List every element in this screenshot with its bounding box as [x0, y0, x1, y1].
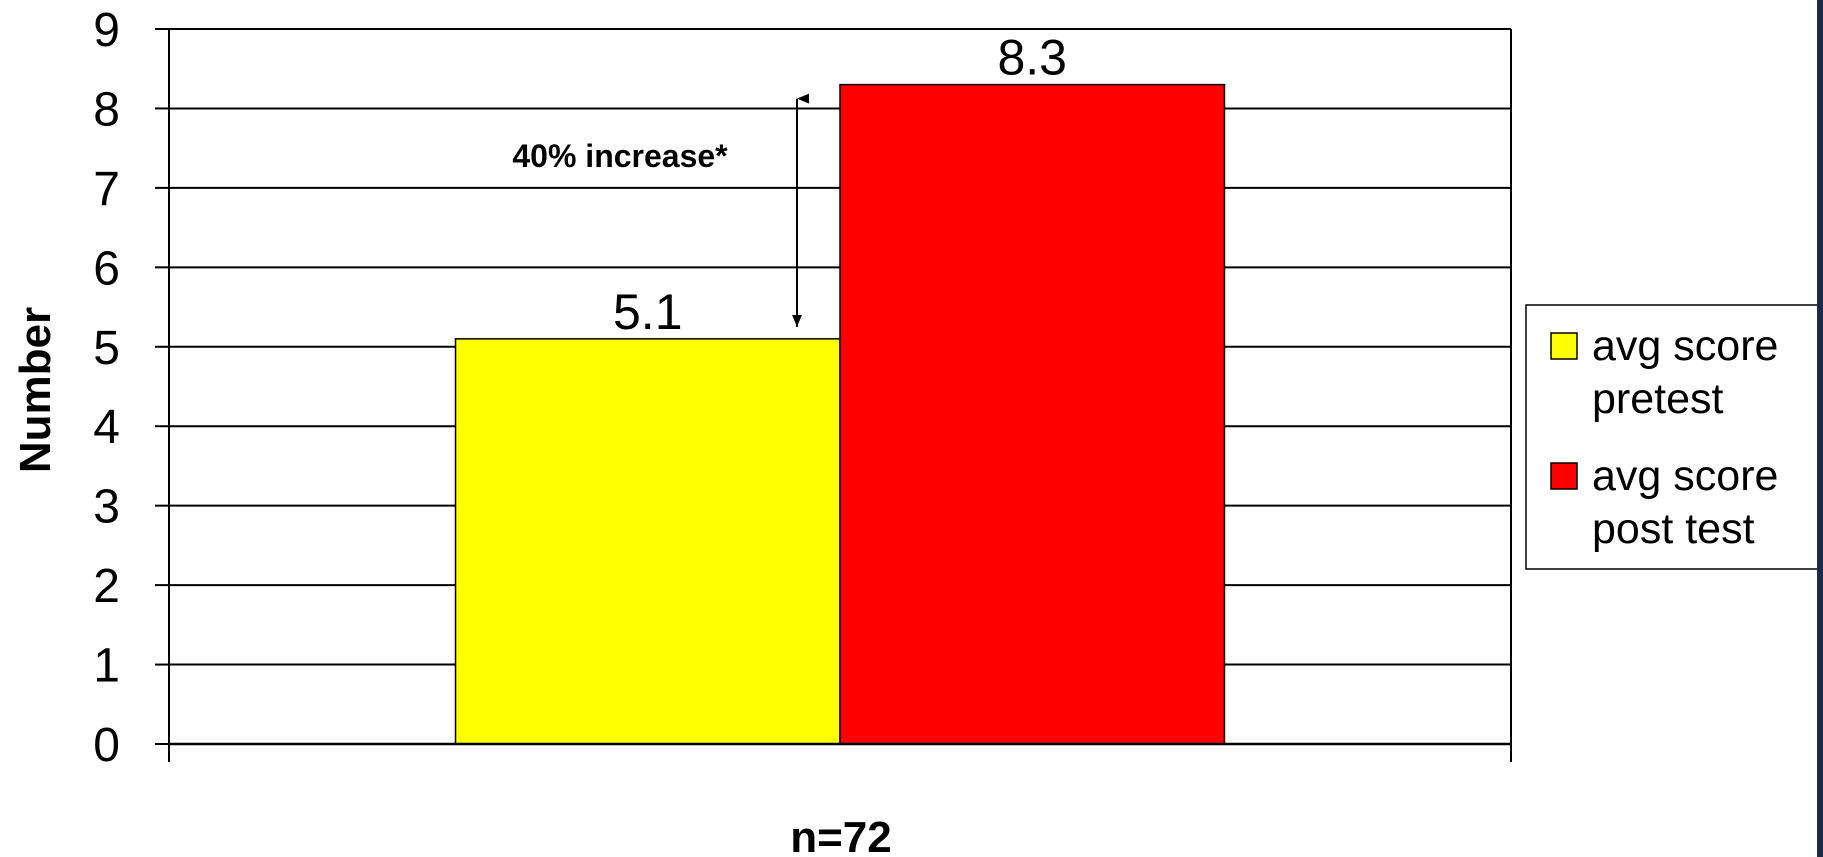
legend-label: post test	[1592, 505, 1755, 553]
legend-swatch	[1550, 462, 1578, 490]
bars	[454, 83, 1226, 745]
increase-annotation: 40% increase*	[512, 138, 728, 174]
x-axis-title: n=72	[790, 813, 892, 857]
legend-label: avg score	[1592, 452, 1778, 500]
y-tick-label: 0	[93, 719, 120, 772]
legend-label: pretest	[1592, 375, 1724, 423]
y-tick-label: 8	[93, 83, 120, 136]
y-tick-label: 2	[93, 560, 120, 613]
y-tick-label: 5	[93, 322, 120, 375]
y-tick-label: 9	[93, 4, 120, 57]
y-axis-title: Number	[11, 307, 60, 473]
y-tick-label: 3	[93, 481, 120, 534]
bar-pretest	[454, 338, 841, 745]
axes	[155, 28, 1512, 762]
data-label: 5.1	[613, 284, 683, 340]
y-tick-label: 7	[93, 163, 120, 216]
y-tick-labels: 0 1 2 3 4 5 6 7 8 9	[93, 4, 120, 772]
bar-post-test	[839, 83, 1226, 745]
legend-swatch	[1550, 332, 1578, 360]
y-tick-label: 6	[93, 242, 120, 295]
legend: avg score pretest avg score post test	[1525, 304, 1819, 570]
legend-label: avg score	[1592, 322, 1778, 370]
value-labels: 5.1 8.3	[613, 30, 1067, 340]
slide-right-border	[1817, 0, 1823, 857]
data-label: 8.3	[997, 30, 1067, 86]
annotation: 40% increase*	[512, 93, 809, 327]
legend-box	[1525, 304, 1819, 570]
y-tick-label: 1	[93, 640, 120, 693]
y-tick-label: 4	[93, 401, 120, 454]
